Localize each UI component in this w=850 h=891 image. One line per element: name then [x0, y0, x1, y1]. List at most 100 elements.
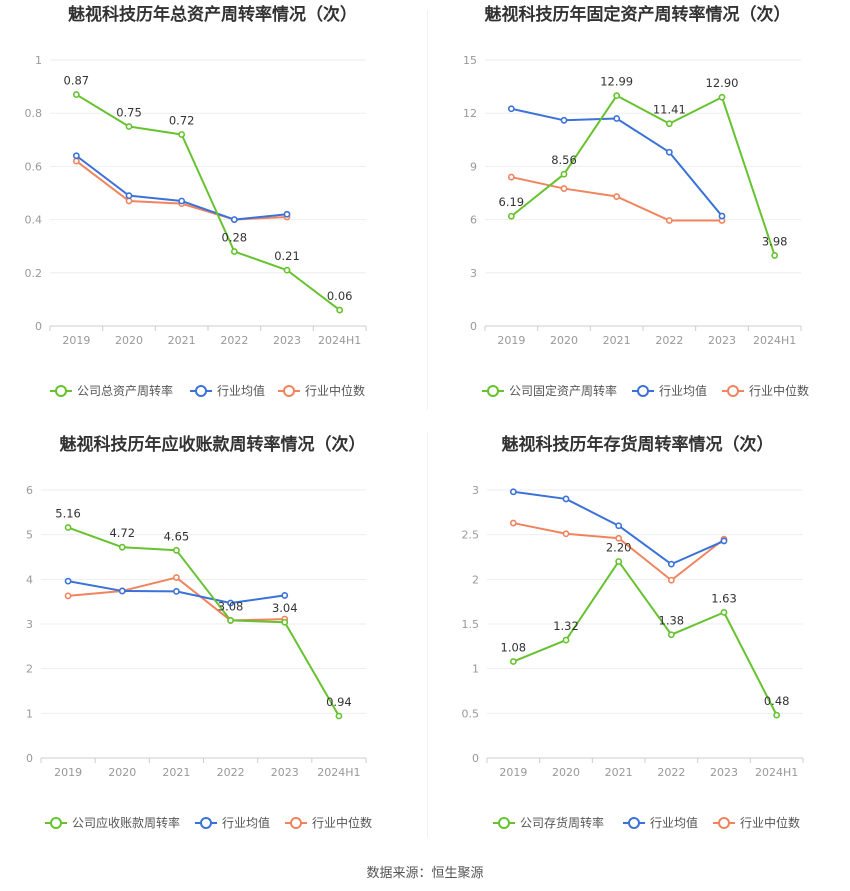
chart-svg: 魅视科技历年固定资产周转率情况（次） 0 3 6 9 12 15 2019 2020 2021 20… [463, 4, 809, 398]
y-tick-label: 15 [463, 54, 477, 67]
data-point [125, 123, 133, 130]
legend-marker [200, 817, 212, 829]
y-tick-label: 1 [26, 707, 33, 720]
legend-marker [290, 817, 302, 829]
legend-label: 行业中位数 [740, 815, 800, 830]
data-label: 1.38 [659, 614, 685, 628]
data-label: 3.08 [218, 599, 244, 613]
y-tick-label: 0 [35, 320, 42, 333]
series-line [67, 526, 340, 717]
legend-marker [50, 817, 62, 829]
data-point [64, 577, 72, 585]
y-tick-label: 0.8 [25, 107, 43, 120]
x-tick-label: 2022 [217, 766, 245, 779]
legend-label: 公司固定资产周转率 [509, 383, 617, 398]
y-tick-label: 9 [470, 160, 477, 173]
chart-svg: 魅视科技历年应收账款周转率情况（次） 0 1 2 3 4 5 6 2019 2020 2021 202… [26, 434, 372, 830]
y-tick-label: 2 [26, 663, 33, 676]
y-tick-label: 6 [470, 214, 477, 227]
data-point [227, 599, 234, 607]
y-tick-label: 12 [463, 107, 477, 120]
x-tick-label: 2023 [273, 334, 301, 347]
data-point [283, 266, 291, 274]
data-point [665, 217, 673, 224]
y-tick-label: 5 [26, 529, 33, 542]
data-point [230, 216, 238, 223]
data-point [509, 488, 517, 496]
series-line [75, 93, 341, 311]
data-label: 1.08 [501, 641, 527, 655]
legend-marker [283, 385, 295, 397]
data-label: 1.63 [711, 591, 737, 605]
x-tick-label: 2022 [220, 334, 248, 347]
panel-divider [427, 10, 428, 410]
x-tick-label: 2019 [497, 334, 525, 347]
legend-label: 行业中位数 [312, 815, 372, 830]
x-tick-label: 2022 [655, 334, 683, 347]
data-point [615, 534, 623, 542]
data-point [72, 152, 80, 160]
chart-inventory-turnover: 魅视科技历年存货周转率情况（次） 0 0.5 1 1.5 2 2.5 3 2019 2020 202… [425, 430, 850, 850]
data-point [72, 91, 80, 98]
chart-svg: 魅视科技历年总资产周转率情况（次） 0 0.2 0.4 0.6 0.8 1 2019 2020 2… [25, 4, 367, 398]
data-point [509, 519, 517, 527]
x-tick-label: 2021 [168, 334, 196, 347]
data-point [507, 173, 515, 181]
x-tick-label: 2020 [552, 766, 580, 779]
legend-marker [637, 385, 649, 397]
data-label: 3.04 [272, 601, 298, 615]
x-tick-label: 2021 [603, 334, 631, 347]
legend-marker [727, 385, 739, 397]
data-point [773, 711, 781, 719]
y-tick-label: 1 [35, 54, 42, 67]
y-tick-label: 2 [472, 573, 479, 586]
x-tick-label: 2019 [54, 766, 82, 779]
data-point [667, 631, 675, 639]
y-tick-label: 1 [472, 663, 479, 676]
data-point [507, 105, 515, 113]
y-tick-label: 1.5 [462, 618, 480, 631]
legend-marker [487, 385, 499, 397]
y-tick-label: 0 [472, 752, 479, 765]
y-tick-label: 0 [26, 752, 33, 765]
data-label: 5.16 [55, 507, 81, 521]
data-point [64, 524, 72, 531]
x-tick-label: 2020 [550, 334, 578, 347]
legend-marker [195, 385, 207, 397]
data-label: 6.19 [499, 195, 525, 209]
y-tick-label: 6 [26, 484, 33, 497]
data-label: 4.72 [109, 526, 135, 540]
data-point [613, 193, 621, 200]
data-label: 8.56 [551, 153, 577, 167]
data-point [667, 576, 675, 584]
legend-label: 行业均值 [222, 815, 270, 830]
data-point [771, 252, 779, 259]
data-point [560, 170, 568, 178]
data-point [615, 522, 623, 530]
x-tick-label: 2020 [108, 766, 136, 779]
data-label: 4.65 [164, 529, 190, 543]
y-tick-label: 0.6 [25, 160, 43, 173]
data-point [72, 157, 80, 165]
data-point [562, 530, 570, 538]
data-point [281, 618, 289, 626]
series-line [75, 154, 288, 221]
chart-title: 魅视科技历年固定资产周转率情况（次） [485, 4, 791, 25]
x-tick-label: 2020 [115, 334, 143, 347]
x-tick-label: 2024H1 [755, 766, 798, 779]
data-point [562, 636, 570, 644]
data-label: 0.87 [64, 74, 90, 88]
data-point [718, 93, 726, 101]
data-point [281, 592, 289, 599]
x-tick-label: 2024H1 [317, 766, 360, 779]
data-label: 11.41 [653, 103, 686, 117]
data-point [562, 495, 570, 503]
data-point [507, 212, 515, 220]
data-label: 0.28 [222, 231, 248, 245]
legend-marker [55, 385, 67, 397]
chart-title: 魅视科技历年总资产周转率情况（次） [68, 4, 357, 25]
data-point [336, 306, 344, 314]
legend-label: 行业均值 [650, 815, 698, 830]
legend-label: 行业均值 [217, 383, 265, 398]
data-point [509, 658, 517, 665]
